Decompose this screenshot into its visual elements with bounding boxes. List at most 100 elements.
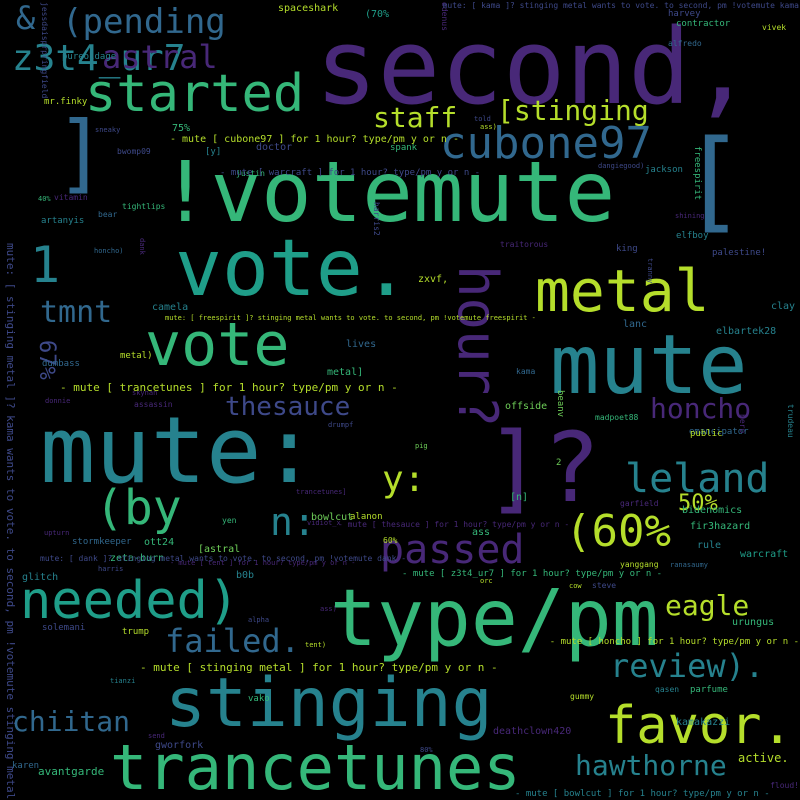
cloud-word: palestine! <box>712 248 767 258</box>
cloud-word: dank <box>138 238 146 255</box>
cloud-word: [n] <box>510 492 529 503</box>
cloud-word: [ <box>680 116 747 244</box>
cloud-word: hour? <box>446 265 509 428</box>
cloud-word: n: <box>270 500 316 544</box>
cloud-word: vitamin <box>54 193 88 202</box>
cloud-word: rule <box>697 540 722 551</box>
cloud-word: [y] <box>205 147 222 157</box>
cloud-word: review). <box>610 647 765 685</box>
cloud-word: dumbass <box>42 359 80 369</box>
cloud-word: mute: [ freespirit ]? stinging metal wan… <box>165 314 536 322</box>
cloud-word: trancetunes] <box>296 488 347 496</box>
cloud-word: harvey <box>668 9 701 19</box>
cloud-word: bear <box>98 210 118 219</box>
cloud-word: metal] <box>327 367 364 378</box>
cloud-word: alpha <box>248 616 270 624</box>
cloud-word: fir3hazard <box>690 521 751 532</box>
cloud-word: ] <box>55 103 107 203</box>
cloud-word: bwomp09 <box>117 147 151 156</box>
cloud-word: chiitan <box>12 705 131 738</box>
cloud-word: camela <box>152 302 189 313</box>
cloud-word: told <box>474 115 491 123</box>
cloud-word: pig <box>415 442 428 450</box>
cloud-word: (pending <box>62 2 226 42</box>
cloud-word: 1 <box>30 236 61 294</box>
cloud-word: yen <box>222 516 237 525</box>
cloud-word: spaceshark <box>278 3 339 14</box>
cloud-word: lives <box>346 339 377 350</box>
cloud-word: - mute [ z3t4_ur7 ] for 1 hour? type/pm … <box>402 569 663 579</box>
cloud-word: type/pm <box>330 574 659 664</box>
cloud-word: - mute [ warcraft ] for 1 hour? type/pm … <box>220 168 481 178</box>
cloud-word: bidenomics <box>682 505 743 516</box>
cloud-word: mr.finky <box>44 97 88 107</box>
cloud-word: honcho <box>650 392 752 425</box>
cloud-word: deathclown420 <box>493 726 572 737</box>
cloud-word: tmnt <box>40 295 113 330</box>
cloud-word: ass) <box>480 123 497 131</box>
cloud-word: y: <box>382 459 426 500</box>
cloud-word: bowlcut <box>311 512 354 523</box>
cloud-word: sneaky <box>95 126 121 134</box>
cloud-word: astral <box>102 38 218 76</box>
cloud-word: 2 <box>556 458 562 468</box>
cloud-word: justin <box>236 169 265 178</box>
cloud-word: spank <box>390 143 418 153</box>
cloud-word: warcraft <box>740 549 789 560</box>
cloud-word: (70% <box>365 9 390 20</box>
cloud-word: cow <box>569 582 582 590</box>
cloud-word: & <box>16 0 36 37</box>
cloud-word: staff <box>373 101 458 134</box>
cloud-word: orc <box>480 577 493 585</box>
cloud-word: yanggang <box>620 560 659 569</box>
cloud-word: needed) <box>20 571 240 631</box>
cloud-word: vote <box>145 310 290 380</box>
cloud-word: eagle <box>665 589 750 622</box>
cloud-word: 75% <box>172 123 191 134</box>
cloud-word: beanv <box>555 390 565 418</box>
cloud-word: [astral <box>198 544 241 555</box>
cloud-word: ranasaumy <box>670 561 708 569</box>
cloud-word: vako <box>248 694 270 704</box>
cloud-word: metal <box>535 257 710 325</box>
cloud-word: - mute [ tent ] for 1 hour? type/pm y or… <box>170 559 356 567</box>
cloud-word: (by <box>95 480 182 536</box>
cloud-word: public <box>690 429 723 439</box>
cloud-word: avantgarde <box>38 765 105 778</box>
cloud-word: hawthorne <box>575 749 727 782</box>
cloud-word: vivek <box>762 23 787 32</box>
cloud-word: send <box>148 732 165 740</box>
cloud-word: karen <box>12 761 40 771</box>
cloud-word: tianzi <box>110 677 136 685</box>
cloud-word: passed <box>380 527 525 573</box>
cloud-word: drumpf <box>328 421 354 429</box>
cloud-word: favor. <box>605 696 793 756</box>
cloud-word: - mute [ thesauce ] for 1 hour? type/pm … <box>338 520 570 529</box>
cloud-word: active. <box>738 751 789 765</box>
cloud-word: alanon <box>350 512 383 522</box>
cloud-word: dangiegood) <box>598 162 645 170</box>
cloud-word: tranny <box>646 258 654 284</box>
cloud-word: emancipator <box>689 427 749 437</box>
cloud-word: stormkeeper <box>72 537 132 547</box>
cloud-word: stinging <box>165 664 493 743</box>
cloud-word: ott24 <box>144 537 175 548</box>
cloud-word: vote. <box>175 224 410 314</box>
cloud-word: 50% <box>678 491 718 516</box>
cloud-word: offside <box>505 401 548 412</box>
cloud-word: cubone97 <box>440 118 652 169</box>
cloud-word: shining <box>675 212 705 220</box>
cloud-word: - mute [ honcho ] for 1 hour? type/pm y … <box>549 637 799 647</box>
cloud-word: clay <box>771 301 796 312</box>
cloud-word: failed. <box>165 622 300 660</box>
cloud-word: freespirit <box>692 146 702 201</box>
cloud-word: zxvf, <box>418 274 449 285</box>
cloud-word: [stinging <box>497 94 649 127</box>
cloud-word: mute: [ dank ]? stinging metal wants to … <box>40 554 407 563</box>
cloud-word: trudeau <box>786 404 795 438</box>
cloud-word: hero <box>738 414 747 434</box>
cloud-word: madpoet88 <box>595 413 639 422</box>
cloud-word: second, <box>315 6 754 128</box>
cloud-word: mute: [ kama ]? stinging metal wants to … <box>442 1 799 10</box>
cloud-word: ass) <box>320 605 337 613</box>
